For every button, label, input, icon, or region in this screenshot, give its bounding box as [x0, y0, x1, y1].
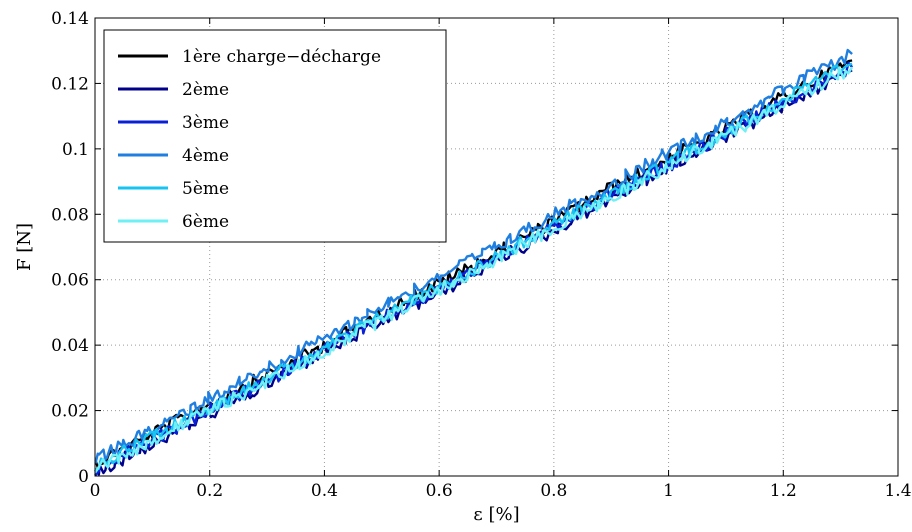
y-tick-label: 0.12	[51, 74, 89, 94]
x-tick-label: 0	[90, 481, 101, 501]
series-line	[94, 48, 853, 464]
x-tick-label: 0.2	[196, 481, 223, 501]
legend: 1ère charge−décharge 2ème 3ème 4ème 5ème 6ème	[103, 29, 447, 243]
x-tick-label: 1.2	[770, 481, 797, 501]
series-line	[94, 66, 854, 474]
x-axis-label: ε [%]	[473, 504, 519, 525]
x-tick-label: 0.8	[540, 481, 567, 501]
plot-area-frame	[94, 17, 899, 477]
series-layer	[94, 48, 854, 477]
y-tick-label: 0.1	[62, 140, 89, 160]
legend-label: 3ème	[182, 113, 229, 133]
x-tick-label: 1.4	[884, 481, 911, 501]
legend-label: 6ème	[182, 212, 229, 232]
legend-label: 4ème	[182, 146, 229, 166]
legend-box	[103, 29, 447, 243]
x-tick-label: 0.4	[311, 481, 338, 501]
y-tick-label: 0.06	[51, 271, 89, 291]
y-tick-label: 0.08	[51, 205, 89, 225]
y-tick-label: 0.14	[51, 9, 89, 29]
legend-label: 2ème	[182, 80, 229, 100]
y-tick-label: 0	[78, 467, 89, 487]
axis-ticks: 0 0.2 0.4 0.6 0.8 1 1.2 1.4 0 0.02 0.04 0.06 0.08 0.1…	[51, 9, 911, 501]
legend-label: 1ère charge−décharge	[182, 47, 381, 67]
y-tick-label: 0.02	[51, 402, 89, 422]
x-tick-label: 1	[663, 481, 674, 501]
y-tick-label: 0.04	[51, 336, 89, 356]
x-tick-label: 0.6	[426, 481, 453, 501]
y-axis-label: F [N]	[14, 223, 35, 271]
legend-label: 5ème	[182, 179, 229, 199]
